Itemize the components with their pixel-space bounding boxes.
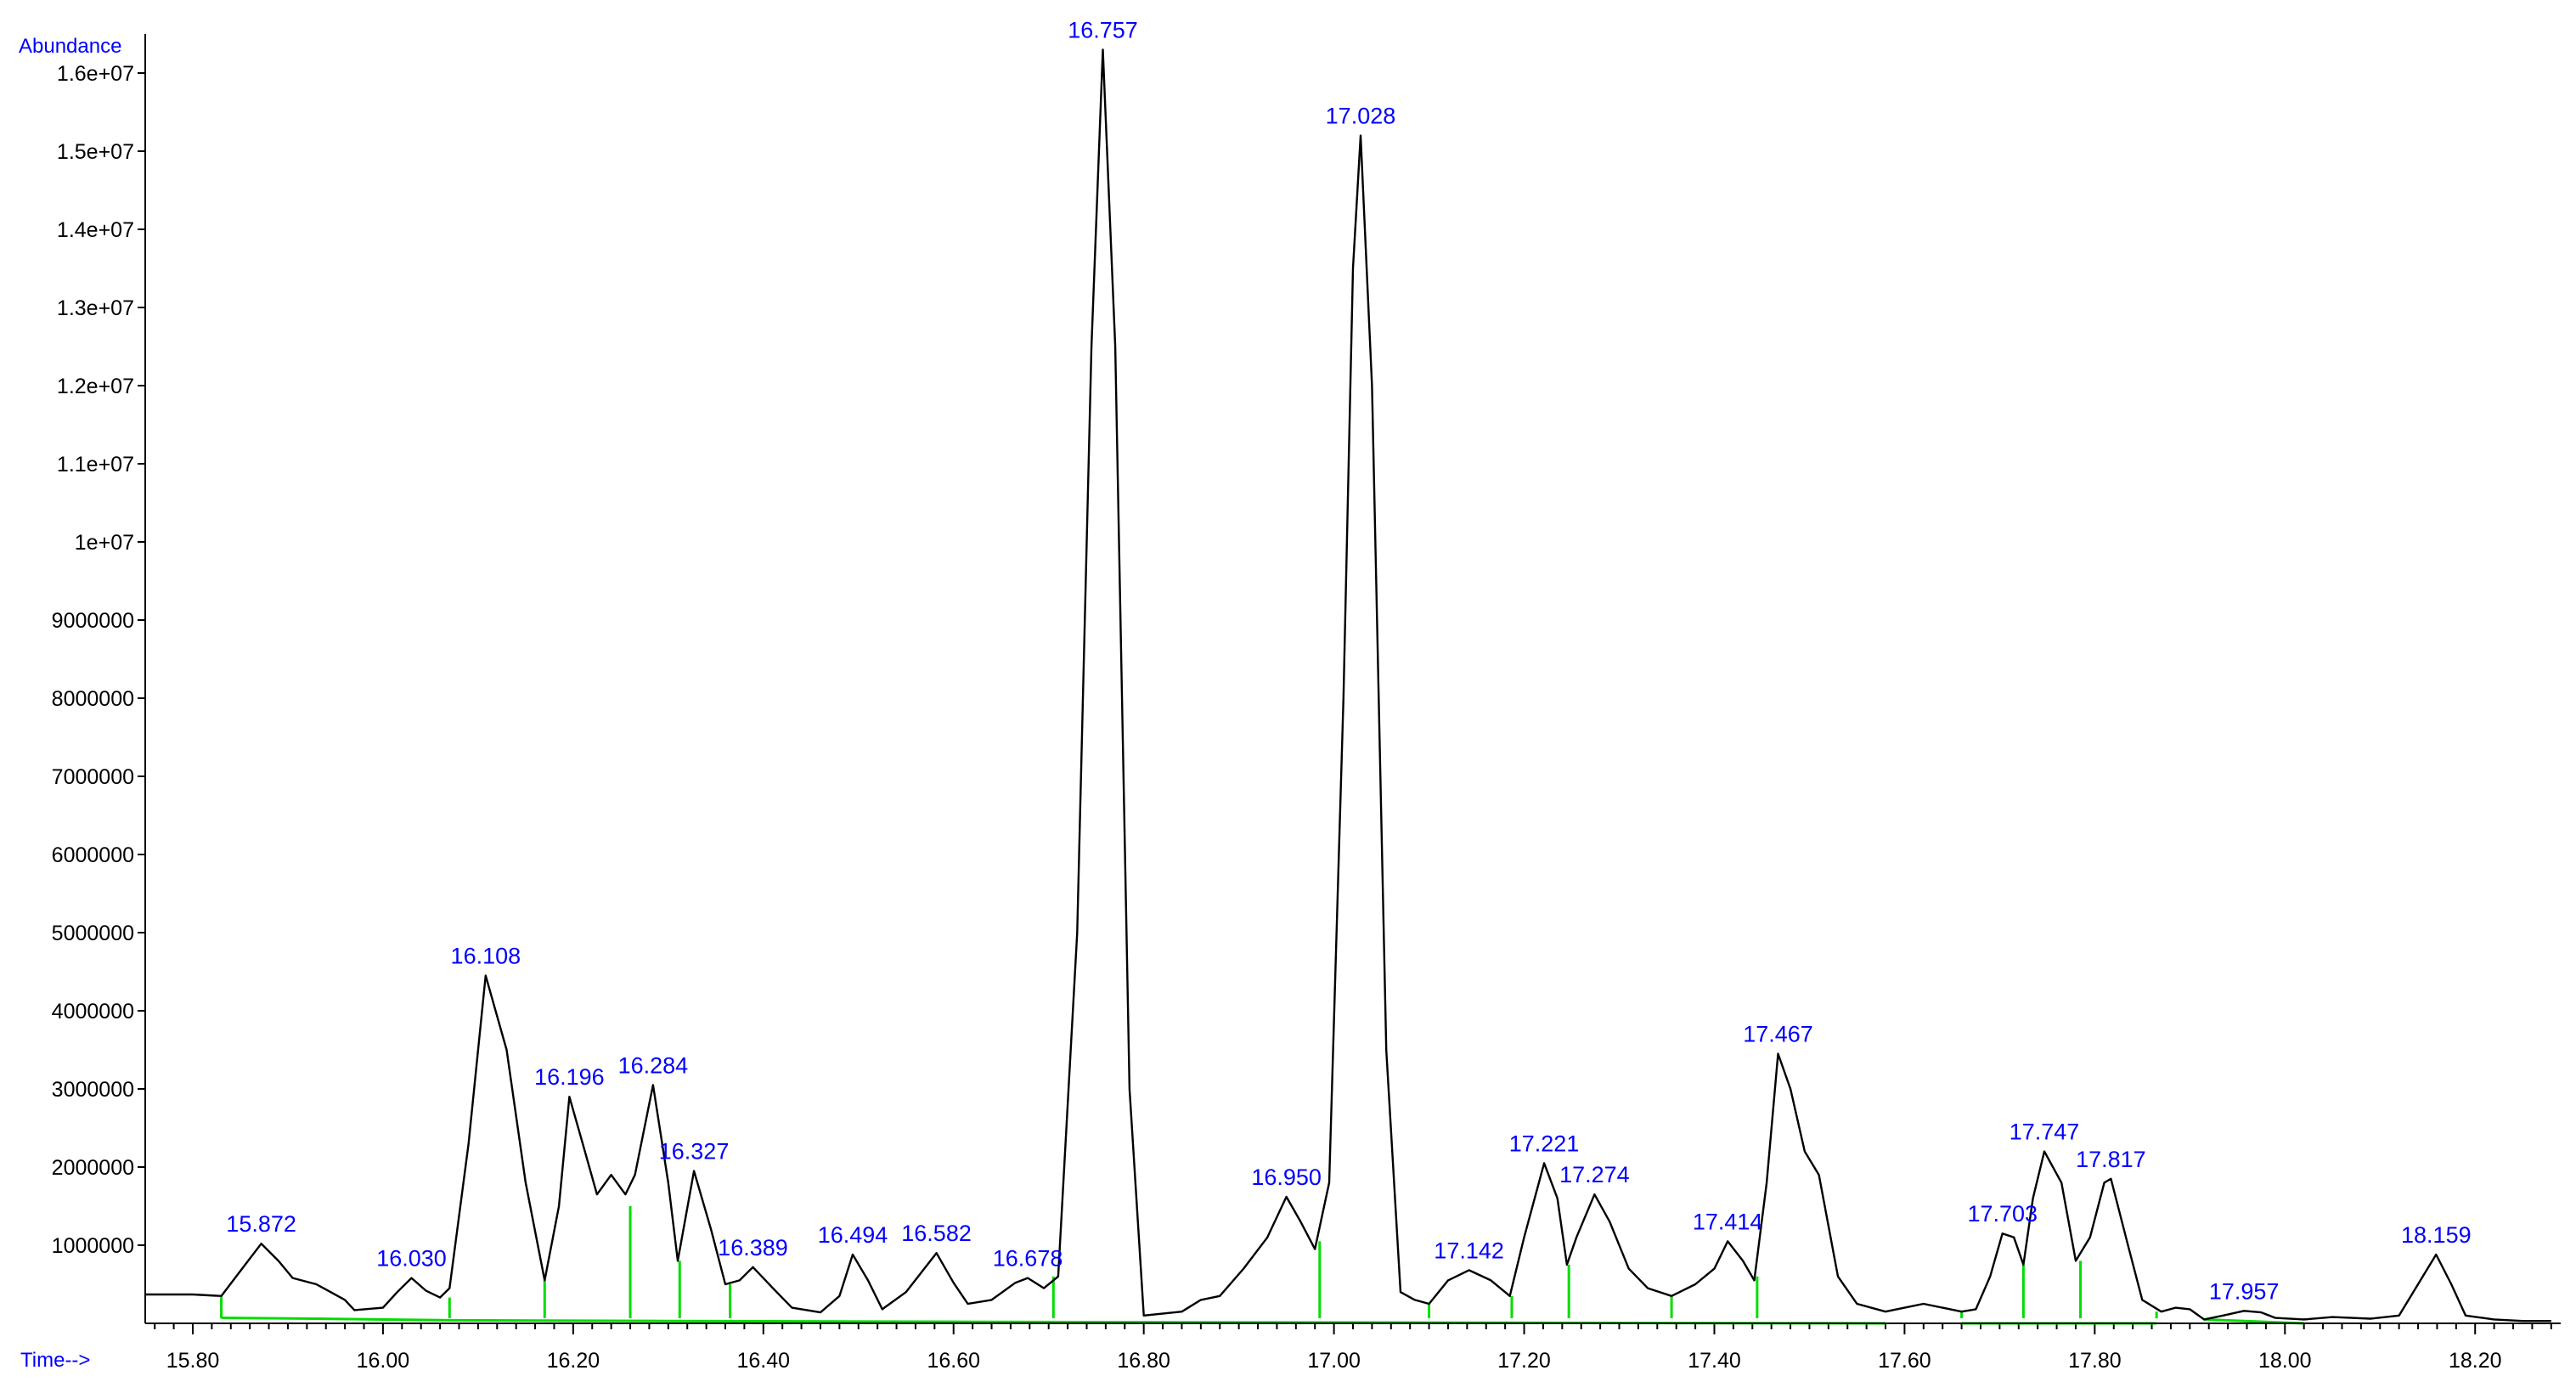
x-tick-label: 15.80 — [166, 1349, 220, 1373]
y-tick-label: 1.2e+07 — [57, 375, 134, 398]
y-tick-label: 3000000 — [52, 1078, 134, 1102]
x-tick-label: 17.80 — [2068, 1349, 2122, 1373]
peak-label: 16.582 — [901, 1221, 972, 1246]
y-tick-label: 1.6e+07 — [57, 62, 134, 86]
y-tick-label: 1.1e+07 — [57, 453, 134, 477]
peak-label: 17.703 — [1967, 1201, 2038, 1227]
peak-label: 17.028 — [1326, 104, 1396, 129]
peak-label: 18.159 — [2401, 1222, 2472, 1248]
y-tick-label: 4000000 — [52, 1000, 134, 1024]
x-tick-label: 16.20 — [547, 1349, 600, 1373]
y-tick-label: 1.5e+07 — [57, 140, 134, 164]
peak-label: 16.389 — [718, 1235, 788, 1260]
x-tick-label: 17.40 — [1688, 1349, 1741, 1373]
y-tick-label: 8000000 — [52, 687, 134, 711]
series-group — [145, 48, 2551, 1323]
peak-label: 17.274 — [1559, 1162, 1630, 1187]
x-tick-label: 17.60 — [1878, 1349, 1931, 1373]
x-tick-label: 16.80 — [1117, 1349, 1170, 1373]
x-tick-label: 18.20 — [2449, 1349, 2502, 1373]
peak-label: 16.678 — [993, 1246, 1063, 1272]
x-axis-title: Time--> — [20, 1349, 90, 1372]
peak-label: 16.030 — [376, 1246, 447, 1272]
y-tick-label: 2000000 — [52, 1156, 134, 1180]
peak-label: 17.142 — [1434, 1238, 1504, 1263]
chromatogram-trace — [145, 48, 2551, 1323]
peak-label: 16.757 — [1068, 17, 1138, 42]
y-tick-label: 6000000 — [52, 843, 134, 867]
peak-label: 16.284 — [618, 1052, 689, 1078]
y-axis-title: Abundance — [19, 35, 121, 58]
x-tick-label: 16.00 — [357, 1349, 410, 1373]
y-tick-label: 1e+07 — [75, 531, 134, 555]
x-tick-label: 18.00 — [2258, 1349, 2312, 1373]
peak-label: 16.196 — [534, 1064, 605, 1090]
x-tick-label: 16.40 — [737, 1349, 791, 1373]
peak-label: 17.414 — [1693, 1209, 1763, 1234]
peak-label: 17.957 — [2209, 1278, 2280, 1304]
peak-label: 16.950 — [1251, 1165, 1322, 1190]
peak-label: 15.872 — [226, 1211, 296, 1237]
peak-label: 17.817 — [2076, 1147, 2146, 1172]
x-tick-label: 17.20 — [1497, 1349, 1551, 1373]
peak-label: 16.108 — [451, 944, 521, 969]
y-tick-label: 1.4e+07 — [57, 218, 134, 242]
peak-label: 17.221 — [1509, 1131, 1580, 1156]
x-tick-label: 16.60 — [927, 1349, 980, 1373]
y-tick-label: 7000000 — [52, 765, 134, 789]
y-axis-ticks: 1000000 2000000 3000000 4000000 5000000 60000… — [52, 62, 145, 1258]
peak-label: 16.494 — [818, 1222, 888, 1248]
x-axis-ticks: 15.80 16.00 16.20 16.40 16.60 16.80 17.00 17.20… — [154, 1323, 2552, 1373]
peak-labels: 15.872 16.030 16.108 16.196 16.284 16.327 16.3… — [226, 17, 2471, 1304]
peak-label: 17.467 — [1743, 1022, 1813, 1047]
x-tick-label: 17.00 — [1307, 1349, 1361, 1373]
y-tick-label: 1.3e+07 — [57, 296, 134, 320]
y-tick-label: 9000000 — [52, 609, 134, 633]
peak-label: 17.747 — [2010, 1119, 2080, 1145]
y-tick-label: 1000000 — [52, 1234, 134, 1258]
peak-label: 16.327 — [659, 1139, 730, 1165]
y-tick-label: 5000000 — [52, 922, 134, 945]
